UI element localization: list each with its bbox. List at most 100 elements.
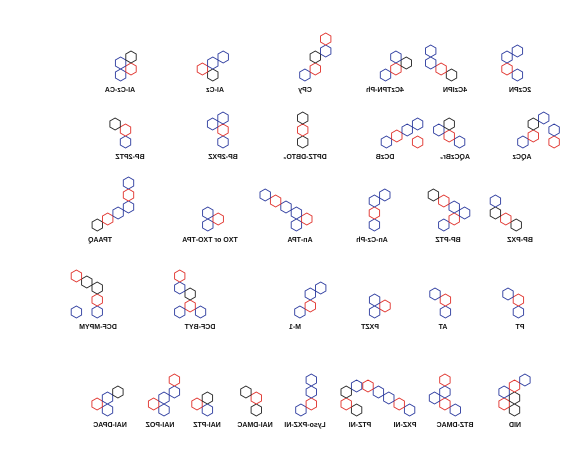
ring: [309, 50, 321, 64]
ring: [196, 62, 209, 76]
ring: [320, 32, 332, 46]
ring: [379, 299, 391, 313]
ring: [290, 206, 303, 220]
ring: [81, 275, 93, 289]
ring: [449, 403, 461, 417]
ring: [538, 111, 550, 125]
ring: [548, 135, 560, 149]
compound-label: AT: [438, 324, 448, 331]
ring: [305, 373, 317, 387]
compound-label: 4CzTPN-Ph: [366, 87, 404, 94]
ring: [443, 117, 455, 131]
ring: [429, 287, 441, 301]
ring: [70, 305, 83, 319]
ring: [427, 188, 440, 202]
ring: [453, 135, 466, 149]
compound-label: An-Cz-Ph: [356, 237, 388, 244]
ring: [508, 379, 521, 393]
ring: [184, 287, 196, 301]
ring: [379, 188, 391, 202]
ring: [368, 206, 381, 220]
ring: [158, 391, 170, 405]
ring: [500, 212, 512, 226]
ring: [519, 373, 531, 387]
compound-label: BP-2PXZ: [207, 154, 237, 161]
ring: [380, 135, 393, 149]
ring: [512, 293, 525, 307]
ring: [202, 218, 214, 232]
ring: [280, 200, 292, 214]
compound-label: BP-PTZ: [435, 237, 461, 244]
ring: [309, 62, 321, 76]
ring: [297, 111, 309, 125]
ring: [401, 123, 413, 137]
ring: [368, 305, 381, 319]
ring: [383, 391, 395, 405]
ring: [201, 403, 214, 417]
compound-label: 2CzPN: [509, 87, 531, 94]
compound-label: NAI-DMAC: [237, 422, 272, 429]
ring: [433, 123, 445, 137]
ring: [403, 403, 416, 417]
compound-label: PXZ-NI: [393, 422, 416, 429]
ring: [438, 218, 450, 232]
ring: [112, 206, 124, 220]
ring: [372, 385, 385, 399]
ring: [91, 397, 103, 411]
ring: [510, 218, 522, 232]
ring: [428, 391, 441, 405]
compound-label: TXO or TXO-TPA: [182, 237, 237, 244]
ring: [448, 200, 460, 214]
ring: [91, 293, 103, 307]
ring: [439, 385, 451, 399]
ring: [305, 397, 317, 411]
ring: [304, 299, 316, 313]
ring: [512, 305, 525, 319]
ring: [297, 135, 309, 149]
ring: [501, 62, 513, 76]
ring: [443, 129, 455, 143]
ring: [217, 135, 229, 149]
ring: [368, 218, 381, 232]
ring: [411, 135, 424, 149]
compound-label: AQCzBr₂: [440, 154, 470, 161]
compound-label: NAI-DPAC: [93, 422, 127, 429]
ring: [548, 123, 560, 137]
ring: [489, 206, 502, 220]
ring: [174, 281, 186, 295]
ring: [217, 50, 229, 64]
ring: [114, 56, 127, 70]
ring: [350, 379, 363, 393]
ring: [489, 194, 502, 208]
ring: [502, 287, 514, 301]
compound-label: Lyso-PXZ-NI: [284, 422, 325, 429]
ring: [119, 123, 132, 137]
ring: [201, 391, 214, 405]
ring: [168, 373, 181, 387]
ring: [458, 206, 471, 220]
compound-label: M-1: [289, 324, 301, 331]
compound-label: An-TPA: [287, 237, 312, 244]
ring: [158, 403, 170, 417]
ring: [114, 68, 127, 82]
ring: [400, 56, 412, 70]
compound-label: NAI-POZ: [145, 422, 175, 429]
ring: [498, 385, 510, 399]
ring: [390, 50, 402, 64]
ring: [269, 194, 282, 208]
ring: [184, 299, 196, 313]
ring: [240, 385, 252, 399]
compound-label: DCF-BYT: [184, 324, 215, 331]
ring: [508, 391, 521, 405]
ring: [448, 212, 460, 226]
ring: [391, 129, 403, 143]
compound-label: CPy: [298, 87, 312, 94]
ring: [147, 397, 160, 411]
ring: [425, 56, 437, 70]
ring: [168, 385, 181, 399]
compound-label: DCzB: [376, 154, 395, 161]
compound-label: 4CzIPN: [443, 87, 467, 94]
ring: [511, 68, 524, 82]
compound-label: NAI-PTZ: [192, 422, 220, 429]
ring: [101, 403, 114, 417]
